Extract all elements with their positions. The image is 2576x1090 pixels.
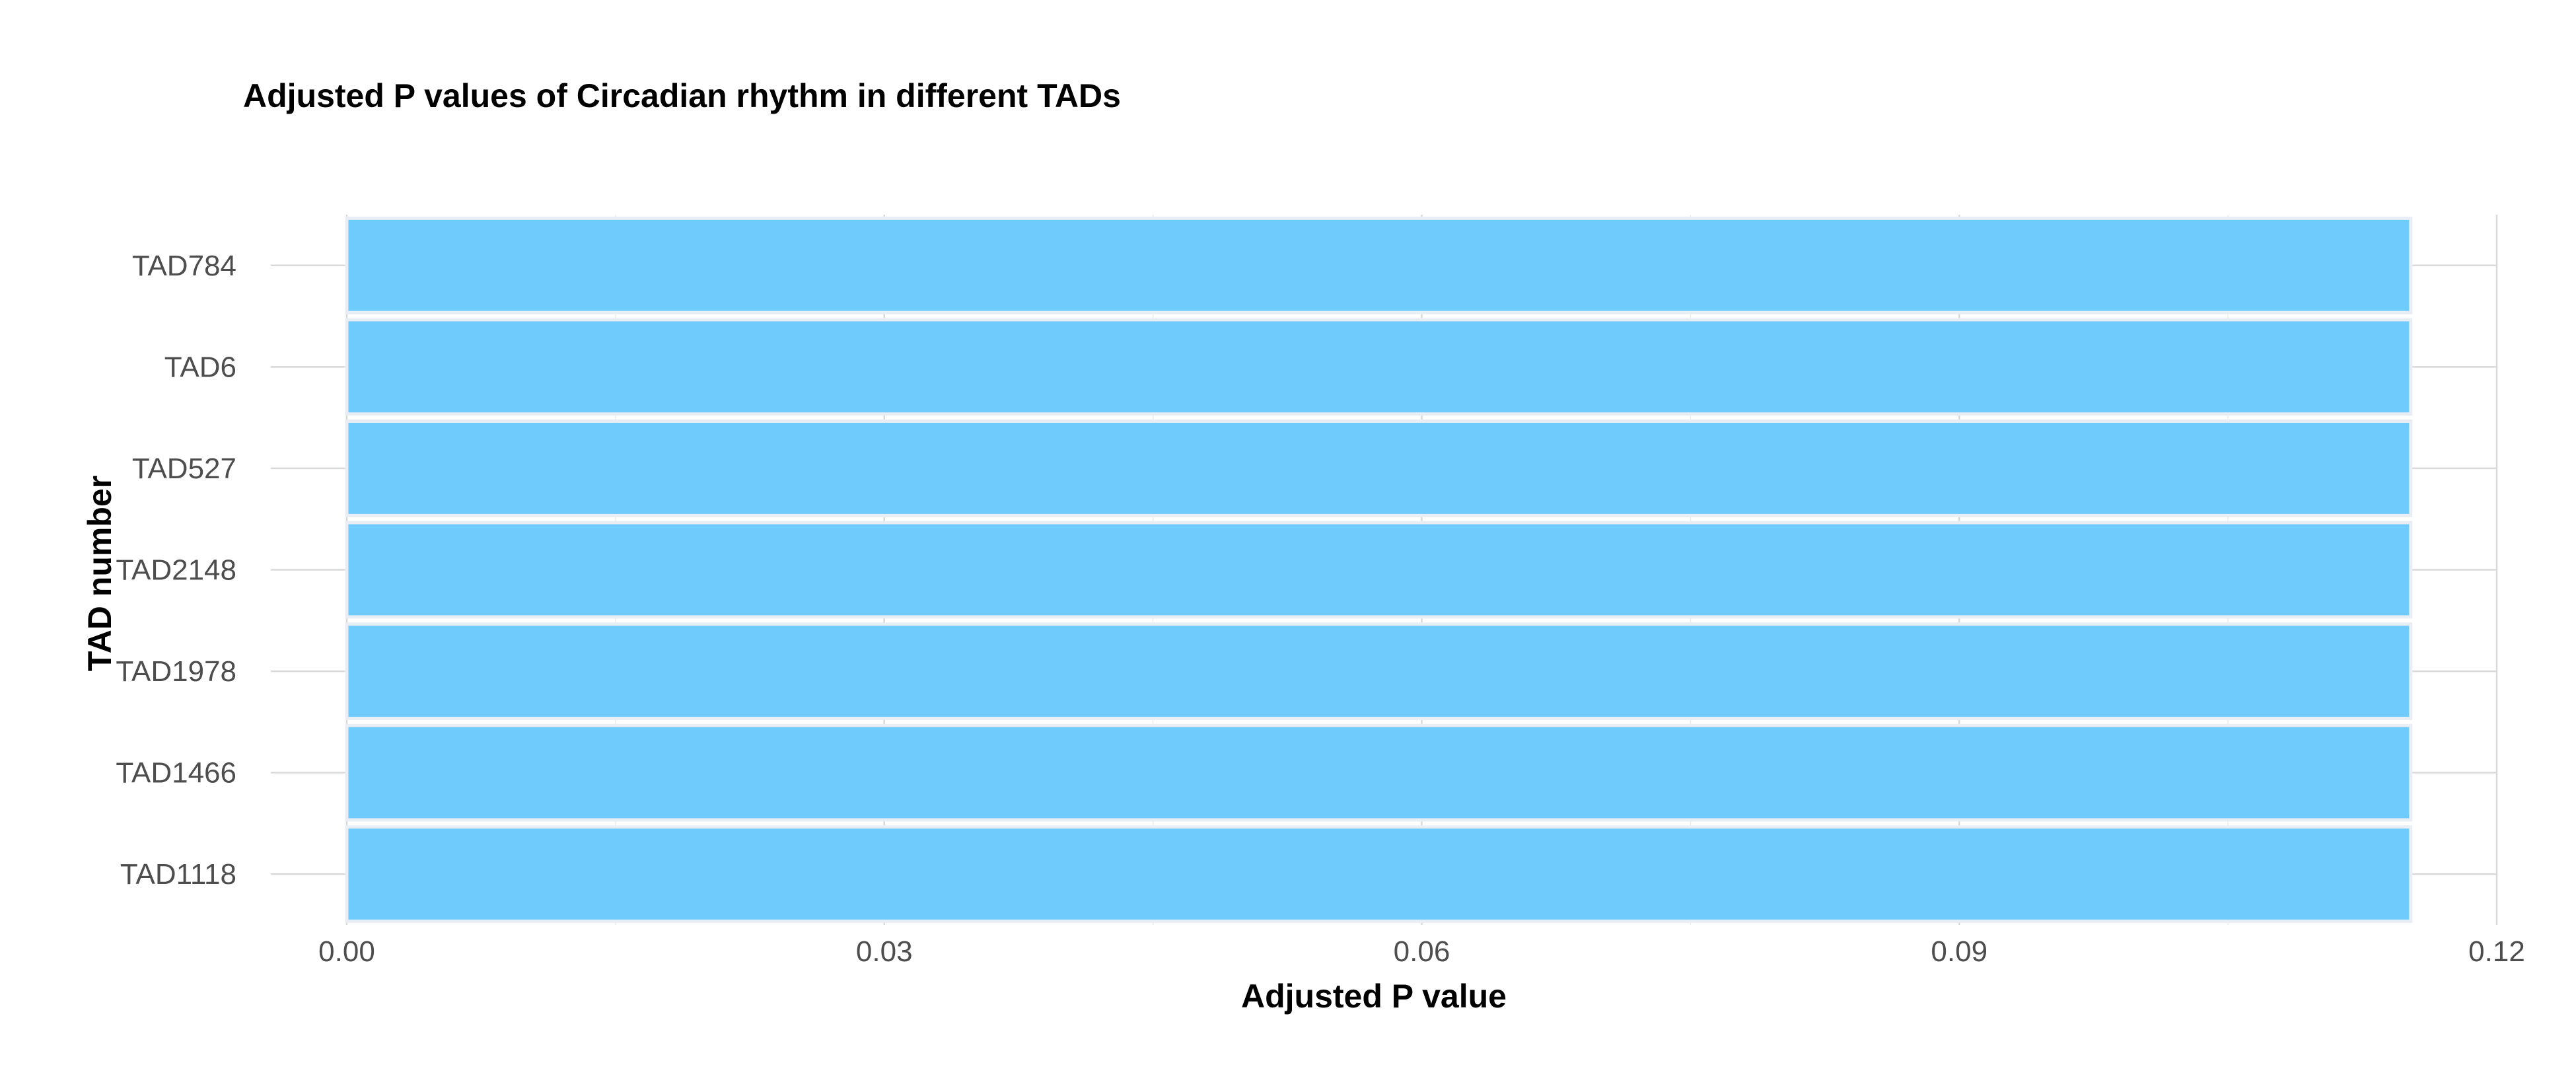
x-tick-label: 0.06 — [1394, 935, 1450, 968]
bar-tad1978 — [345, 622, 2413, 720]
bar-tad1466 — [345, 723, 2413, 822]
y-tick-label: TAD2148 — [116, 554, 236, 587]
y-tick-label: TAD6 — [164, 351, 236, 383]
x-axis-ticks: 0.00 0.03 0.06 0.09 0.12 — [318, 935, 2525, 968]
bar-tad784 — [345, 216, 2413, 314]
bar-tad6 — [345, 318, 2413, 416]
y-tick-label: TAD527 — [132, 453, 236, 485]
bars — [345, 216, 2413, 924]
x-tick-label: 0.09 — [1931, 935, 1987, 968]
chart-title: Adjusted P values of Circadian rhythm in… — [243, 77, 1121, 114]
x-axis-title: Adjusted P value — [1241, 978, 1507, 1015]
y-axis-title: TAD number — [81, 476, 118, 671]
x-tick-label: 0.00 — [318, 935, 375, 968]
y-tick-label: TAD1978 — [116, 655, 236, 688]
x-tick-label: 0.03 — [856, 935, 913, 968]
bar-tad2148 — [345, 521, 2413, 619]
y-tick-label: TAD1118 — [120, 858, 236, 890]
x-tick-label: 0.12 — [2468, 935, 2525, 968]
bar-tad527 — [345, 419, 2413, 517]
y-tick-label: TAD784 — [132, 250, 236, 282]
bar-tad1118 — [345, 825, 2413, 924]
y-axis-ticks: TAD784 TAD6 TAD527 TAD2148 TAD1978 TAD1466 TAD… — [116, 250, 236, 890]
y-tick-label: TAD1466 — [116, 757, 236, 789]
